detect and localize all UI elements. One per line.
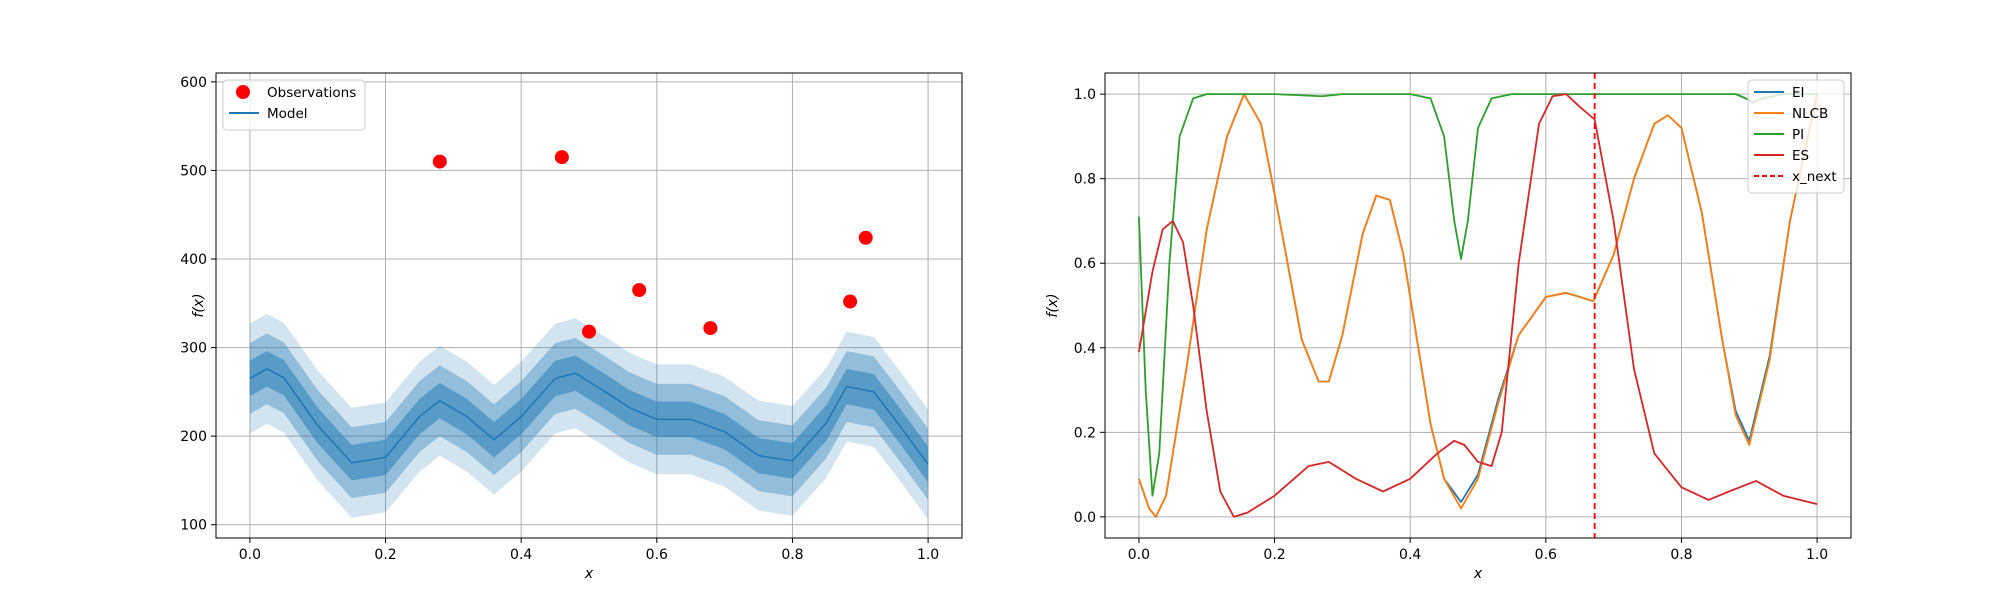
legend-box [222, 79, 366, 131]
y-tick-label: 600 [180, 75, 207, 91]
series-line-ei [1138, 93, 1818, 518]
x-tick-label: 1.0 [1806, 547, 1828, 563]
y-tick-label: 0.4 [1074, 341, 1096, 357]
series-line-nlcb [1138, 93, 1818, 518]
x-tick-label: 0.6 [646, 547, 668, 563]
legend-label: EI [1792, 85, 1805, 101]
acquisition-functions-panel: 0.0 0.2 0.4 0.6 0.8 1.0 0.0 0.2 0.4 0.6 0.8 1.0 x f(x… [1045, 72, 1852, 582]
confidence-band-0 [249, 351, 929, 483]
acquisition-model-panel: 0.0 0.2 0.4 0.6 0.8 1.0 100 200 300 400 500 600 x f(x… [180, 72, 963, 582]
legend-marker-observations [236, 85, 250, 99]
axes-frame [1104, 72, 1852, 539]
y-tick-label: 100 [180, 518, 207, 534]
x-tick-label: 0.8 [781, 547, 803, 563]
x-axis-label: x [584, 566, 594, 582]
y-tick-label: 400 [180, 252, 207, 268]
x-tick-label: 0.6 [1535, 547, 1557, 563]
axes-frame [215, 72, 963, 539]
x-tick-label: 0.2 [1263, 547, 1285, 563]
y-tick-label: 1.0 [1074, 87, 1096, 103]
legend-box [1747, 79, 1845, 194]
x-tick-label: 0.2 [374, 547, 396, 563]
legend-label: ES [1792, 148, 1809, 164]
x-axis-label: x [1473, 566, 1483, 582]
plot-content [249, 150, 929, 520]
observation-point [858, 230, 873, 245]
series-line-es [1138, 93, 1818, 518]
legend-label: Observations [267, 85, 356, 101]
y-axis-label: f(x) [191, 293, 207, 317]
observation-point [554, 150, 569, 165]
series-line-pi [1138, 93, 1818, 497]
y-tick-label: 300 [180, 341, 207, 357]
observation-point [632, 283, 647, 297]
model-mean-line [249, 368, 929, 465]
observation-point [582, 324, 596, 339]
y-tick-label: 0.8 [1074, 172, 1096, 188]
legend: EI NLCB PI ES x_next [1747, 79, 1845, 194]
y-tick-label: 0.6 [1074, 256, 1096, 272]
y-tick-label: 0.2 [1074, 425, 1096, 441]
y-tick-label: 0.0 [1074, 510, 1096, 526]
y-axis-label: f(x) [1045, 293, 1061, 317]
observation-point [843, 294, 858, 309]
legend-label: PI [1792, 127, 1804, 143]
x-tick-label: 0.0 [239, 547, 261, 563]
legend-label: Model [267, 106, 308, 122]
observation-point [703, 321, 718, 336]
observation-point [432, 154, 447, 169]
x-tick-label: 0.8 [1670, 547, 1692, 563]
legend-label: NLCB [1792, 106, 1828, 122]
x-tick-label: 0.0 [1128, 547, 1150, 563]
plot-content [1138, 73, 1818, 538]
legend: Observations Model [222, 79, 366, 131]
legend-label: x_next [1792, 169, 1837, 185]
y-tick-label: 500 [180, 163, 207, 179]
x-tick-label: 0.4 [1399, 547, 1421, 563]
x-tick-label: 0.4 [510, 547, 532, 563]
x-tick-label: 1.0 [917, 547, 939, 563]
y-tick-label: 200 [180, 429, 207, 445]
